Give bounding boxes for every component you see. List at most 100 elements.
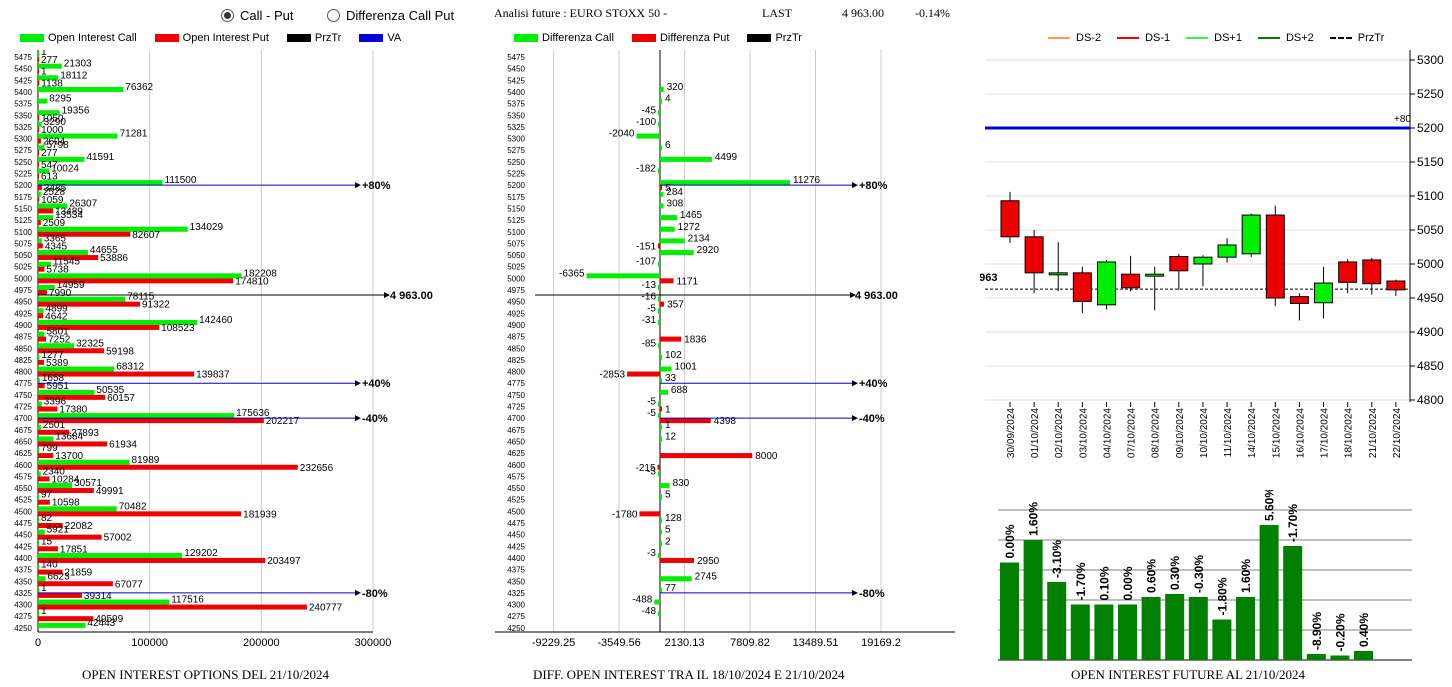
diff-put-bar: [657, 464, 660, 470]
legend-line: [1186, 37, 1209, 39]
put-bar: [38, 324, 160, 330]
strike-label: 5325: [507, 123, 525, 132]
diff-value-label: -215: [636, 463, 656, 474]
diff-value-label: 284: [666, 187, 683, 198]
radio-differenza[interactable]: Differenza Call Put: [327, 8, 454, 23]
legend-label: Differenza Put: [659, 32, 730, 44]
call-value-label: 3365: [44, 233, 67, 244]
strike-label: 4975: [507, 286, 525, 295]
call-value-label: 14959: [57, 280, 85, 291]
strike-label: 4375: [14, 566, 32, 575]
strike-label: 5150: [507, 204, 525, 213]
oi-bar: [1188, 597, 1208, 660]
put-bar: [38, 616, 94, 622]
x-tick-label: 02/10/2024: [1054, 408, 1065, 458]
strike-label: 5350: [14, 111, 32, 120]
legend-label: Open Interest Put: [182, 32, 269, 44]
diff-call-bar: [658, 110, 660, 116]
candle-body: [1048, 272, 1068, 276]
y-tick-label: 5250: [1417, 87, 1444, 101]
strike-label: 4700: [507, 414, 525, 423]
x-tick-label: 18/10/2024: [1344, 408, 1355, 458]
strike-label: 4300: [14, 601, 32, 610]
diff-call-bar: [658, 552, 660, 558]
put-value-label: 13700: [55, 451, 83, 462]
level-label: +40%: [859, 378, 888, 390]
put-bar: [38, 68, 39, 74]
diff-call-bar: [658, 413, 660, 419]
call-bar: [38, 226, 188, 232]
diff-call-bar: [636, 133, 660, 139]
diff-value-label: -2853: [600, 370, 626, 381]
last-value: 4 963.00: [842, 6, 884, 20]
oi-bar: [1259, 525, 1279, 660]
level-label: -40%: [859, 413, 885, 425]
put-value-label: 7990: [49, 288, 72, 299]
put-value-label: 27893: [71, 428, 99, 439]
call-bar: [38, 238, 42, 244]
diff-value-label: 4499: [715, 152, 738, 163]
put-bar: [38, 499, 50, 505]
last-change: -0.14%: [915, 6, 950, 20]
diff-value-label: 1: [665, 405, 671, 416]
y-tick-label: 5100: [1417, 189, 1444, 203]
radio-call-put[interactable]: Call - Put: [221, 8, 293, 23]
strike-label: 5125: [14, 216, 32, 225]
put-value-label: 1: [41, 67, 47, 78]
call-value-label: 117516: [171, 595, 204, 606]
arrow-icon: [384, 292, 390, 298]
x-tick-label: 2130.13: [665, 637, 705, 649]
strike-label: 5000: [14, 274, 32, 283]
oi-bar-label: 0.10%: [1097, 566, 1111, 600]
strike-label: 4600: [14, 461, 32, 470]
diff-value-label: -182: [636, 164, 656, 175]
put-bar: [38, 278, 234, 284]
diff-value-label: -85: [642, 338, 657, 349]
call-bar: [38, 261, 51, 267]
diff-value-label: -5: [647, 303, 656, 314]
call-value-label: 21303: [64, 59, 92, 70]
oi-bar: [1212, 619, 1232, 660]
arrow-icon: [852, 380, 858, 387]
diff-value-label: 8000: [755, 451, 778, 462]
legend-label: Differenza Call: [542, 32, 614, 44]
legend-label: DS-2: [1076, 32, 1102, 44]
call-bar: [38, 518, 39, 523]
call-bar: [38, 98, 48, 104]
x-tick-label: 0: [35, 637, 41, 649]
call-bar: [38, 378, 40, 384]
strike-label: 4550: [14, 484, 32, 493]
x-tick-label: 15/10/2024: [1271, 408, 1282, 458]
page-title: Analisi future : EURO STOXX 50 -: [494, 6, 668, 20]
arrow-icon: [852, 182, 858, 189]
oi-bar: [1236, 597, 1255, 660]
call-bar: [38, 63, 62, 69]
legend-label: PrzTr: [1357, 32, 1385, 44]
x-tick-label: 04/10/2024: [1102, 408, 1113, 458]
strike-label: 5125: [507, 216, 525, 225]
put-bar: [38, 453, 54, 459]
call-bar: [38, 180, 163, 186]
strike-label: 4925: [507, 309, 525, 318]
call-value-label: 1: [41, 606, 47, 617]
candle-body: [1024, 236, 1044, 274]
call-bar: [38, 308, 44, 314]
call-value-label: 15: [41, 536, 53, 547]
call-value-label: 6623: [47, 571, 70, 582]
call-bar: [38, 611, 39, 617]
strike-label: 5050: [14, 251, 32, 260]
legend-line: [1329, 37, 1352, 39]
diff-call-bar: [657, 168, 660, 174]
strike-label: 5475: [507, 53, 525, 62]
strike-label: 4800: [14, 368, 32, 377]
call-bar: [38, 529, 45, 535]
diff-call-bar: [658, 261, 660, 267]
diff-put-bar: [658, 243, 660, 249]
put-value-label: 240777: [309, 603, 343, 614]
legend-swatch: [747, 34, 772, 42]
call-value-label: 42443: [87, 618, 115, 629]
diff-call-bar: [660, 145, 662, 151]
diff-value-label: 2950: [697, 556, 720, 567]
call-bar: [38, 86, 124, 92]
